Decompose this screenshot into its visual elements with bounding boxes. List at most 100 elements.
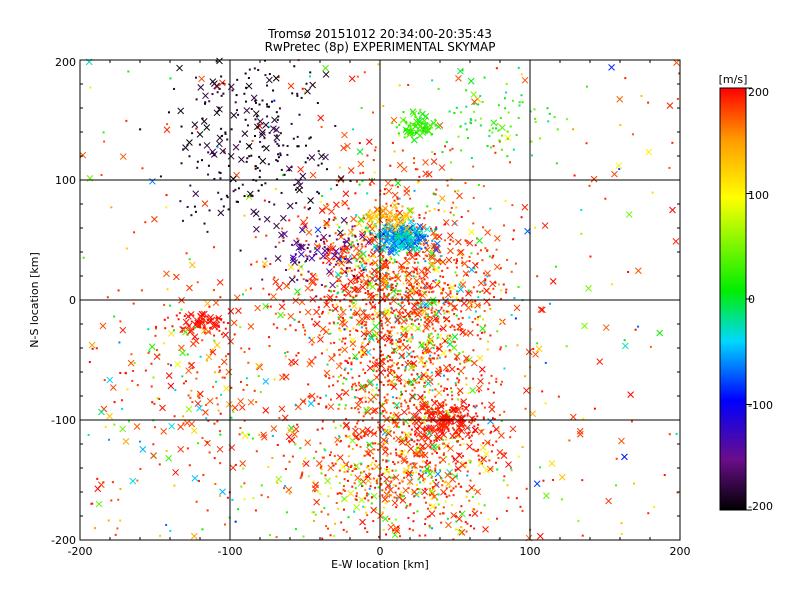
data-point xyxy=(477,296,480,299)
data-point xyxy=(398,236,401,239)
data-point xyxy=(256,166,259,169)
data-point xyxy=(402,423,405,426)
data-point xyxy=(390,204,393,207)
data-point-cross xyxy=(460,300,468,307)
data-point xyxy=(546,107,549,110)
data-point-cross xyxy=(445,521,452,529)
data-point xyxy=(377,389,380,392)
data-point-cross xyxy=(383,475,391,483)
data-point xyxy=(385,259,388,262)
data-point xyxy=(443,282,446,285)
data-point-cross xyxy=(666,102,674,109)
data-point xyxy=(348,239,351,242)
data-point xyxy=(465,359,468,362)
data-point xyxy=(429,227,432,230)
data-point xyxy=(382,233,385,236)
data-point xyxy=(371,177,374,180)
data-point xyxy=(421,346,424,349)
data-point xyxy=(246,124,249,127)
data-point xyxy=(334,462,337,465)
data-point xyxy=(474,418,477,421)
data-point xyxy=(356,276,359,279)
data-point-cross xyxy=(484,229,492,236)
data-point xyxy=(304,254,307,257)
data-point xyxy=(376,394,379,397)
data-point xyxy=(251,139,254,142)
data-point xyxy=(305,82,308,85)
data-point xyxy=(215,380,218,383)
data-point xyxy=(332,464,335,467)
data-point xyxy=(405,294,408,297)
data-point xyxy=(388,331,391,334)
data-point xyxy=(103,379,106,382)
data-point-cross xyxy=(343,421,350,429)
data-point-cross xyxy=(203,124,211,131)
data-point xyxy=(439,372,442,375)
data-point xyxy=(366,406,369,409)
data-point xyxy=(455,296,458,299)
data-point xyxy=(431,79,434,82)
data-point-cross xyxy=(274,255,282,262)
data-point xyxy=(354,487,357,490)
data-point xyxy=(262,287,265,290)
data-point xyxy=(394,207,397,210)
data-point xyxy=(418,216,421,219)
data-point xyxy=(388,214,391,217)
data-point-cross xyxy=(483,298,491,305)
data-point xyxy=(593,407,596,410)
data-point xyxy=(428,487,431,490)
data-point xyxy=(274,245,277,248)
data-point xyxy=(510,314,513,317)
data-point-cross xyxy=(400,225,408,233)
data-point xyxy=(345,499,348,502)
data-point xyxy=(417,179,420,182)
data-point xyxy=(438,456,441,459)
data-point xyxy=(114,533,117,536)
data-point-cross xyxy=(197,312,204,320)
data-point-cross xyxy=(174,361,182,368)
data-point xyxy=(404,331,407,334)
data-point xyxy=(487,388,490,391)
data-point xyxy=(415,240,418,243)
data-point xyxy=(493,296,496,299)
data-point-cross xyxy=(441,421,449,428)
data-point xyxy=(408,380,411,383)
data-point xyxy=(516,344,519,347)
data-point xyxy=(440,306,443,309)
data-point xyxy=(309,250,312,253)
data-point xyxy=(297,351,300,354)
data-point-cross xyxy=(243,107,251,114)
data-point-cross xyxy=(425,127,432,135)
data-point-cross xyxy=(396,209,404,217)
data-point xyxy=(342,240,345,243)
data-point xyxy=(400,495,403,498)
data-point xyxy=(426,313,429,316)
data-point xyxy=(381,489,384,492)
data-point xyxy=(416,439,419,442)
data-point xyxy=(401,495,404,498)
data-point xyxy=(182,415,185,418)
data-point xyxy=(433,410,436,413)
data-point xyxy=(481,259,484,262)
data-point xyxy=(506,258,509,261)
data-point xyxy=(245,377,248,380)
data-point xyxy=(136,479,139,482)
data-point xyxy=(402,495,405,498)
data-point xyxy=(131,379,134,382)
data-point xyxy=(307,383,310,386)
data-point xyxy=(188,464,191,467)
data-point-cross xyxy=(344,142,351,150)
data-point xyxy=(412,237,415,240)
data-point-cross xyxy=(188,261,196,269)
data-point xyxy=(434,312,437,315)
data-point-cross xyxy=(198,320,205,327)
data-point xyxy=(514,317,517,320)
data-point xyxy=(483,272,486,275)
data-point xyxy=(435,439,438,442)
data-point-cross xyxy=(167,330,175,337)
data-point xyxy=(313,253,316,256)
data-point xyxy=(413,377,416,380)
data-point xyxy=(345,222,348,225)
data-point xyxy=(385,398,388,401)
data-point xyxy=(141,167,144,170)
